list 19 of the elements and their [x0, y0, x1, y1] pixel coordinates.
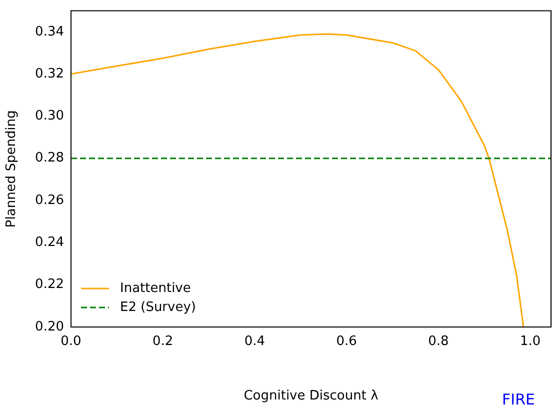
y-tick-label: 0.24	[35, 235, 64, 250]
y-tick-label: 0.30	[35, 108, 64, 124]
legend-label: Inattentive	[120, 280, 191, 296]
y-axis-title: Planned Spending	[4, 110, 20, 228]
x-tick-label: 0.6	[336, 334, 357, 350]
x-tick-label: 0.4	[244, 334, 266, 350]
x-tick-label: 0.0	[60, 334, 82, 350]
x-axis-title: Cognitive Discount λ	[244, 388, 379, 404]
x-tick-label: 0.8	[428, 334, 449, 350]
y-tick-label: 0.20	[35, 319, 64, 334]
legend-label: E2 (Survey)	[120, 300, 196, 315]
text: FIRE	[502, 390, 535, 408]
y-tick-label: 0.28	[35, 150, 64, 166]
y-tick-label: 0.22	[35, 277, 64, 292]
y-tick-label: 0.34	[35, 24, 64, 40]
x-tick-label: 0.2	[152, 334, 174, 350]
x-tick-label: 1.0	[520, 334, 541, 350]
y-tick-label: 0.32	[35, 66, 64, 82]
y-tick-label: 0.26	[35, 192, 64, 208]
